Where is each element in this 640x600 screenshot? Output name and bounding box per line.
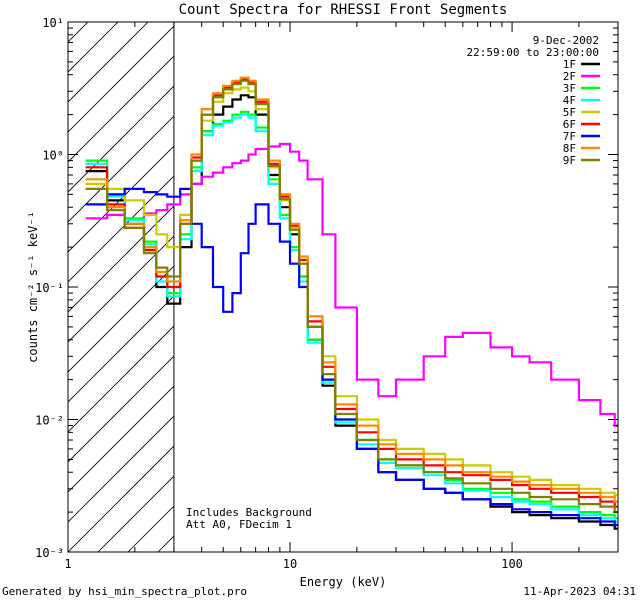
y-axis-label: counts cm⁻² s⁻¹ keV⁻¹ bbox=[26, 211, 40, 363]
legend-label-4F: 4F bbox=[563, 94, 576, 107]
hatch-line bbox=[68, 55, 174, 163]
hatch-line bbox=[68, 325, 174, 433]
legend-label-5F: 5F bbox=[563, 106, 576, 119]
y-tick-label: 10⁻³ bbox=[35, 546, 64, 560]
hatch-line bbox=[578, 12, 640, 552]
hatch-line bbox=[0, 12, 8, 552]
hatch-line bbox=[398, 12, 640, 552]
hatch-line bbox=[68, 385, 174, 493]
series-6F bbox=[85, 78, 618, 508]
date-label: 9-Dec-2002 bbox=[533, 34, 599, 47]
hatch-line bbox=[218, 12, 640, 552]
series-9F bbox=[85, 79, 618, 514]
hatch-line bbox=[68, 85, 174, 193]
footer-generated-by: Generated by hsi_min_spectra_plot.pro bbox=[2, 585, 247, 598]
series-2F bbox=[85, 142, 618, 427]
x-tick-label: 100 bbox=[501, 557, 523, 571]
hatch-line bbox=[608, 12, 640, 552]
plot-frame bbox=[67, 21, 619, 553]
series-8F bbox=[85, 76, 618, 503]
hatched-region bbox=[0, 12, 640, 552]
legend-label-7F: 7F bbox=[563, 130, 576, 143]
series-3F bbox=[85, 110, 618, 520]
y-tick-label: 10¹ bbox=[42, 16, 64, 30]
series-lines bbox=[85, 76, 618, 530]
hatch-line bbox=[68, 415, 174, 523]
hatch-line bbox=[428, 12, 640, 552]
hatch-line bbox=[68, 205, 174, 313]
legend-label-3F: 3F bbox=[563, 82, 576, 95]
series-4F bbox=[85, 113, 618, 523]
footer-timestamp: 11-Apr-2023 04:31 bbox=[523, 585, 636, 598]
hatch-line bbox=[518, 12, 640, 552]
hatch-line bbox=[308, 12, 640, 552]
hatch-line bbox=[68, 22, 119, 73]
series-7F bbox=[85, 187, 618, 527]
legend-label-2F: 2F bbox=[563, 70, 576, 83]
hatch-line bbox=[68, 445, 174, 552]
legend-label-8F: 8F bbox=[563, 142, 576, 155]
hatch-line bbox=[368, 12, 640, 552]
x-axis-label: Energy (keV) bbox=[300, 575, 387, 589]
hatch-line bbox=[68, 355, 174, 463]
time-range-label: 22:59:00 to 23:00:00 bbox=[467, 46, 599, 59]
legend-label-9F: 9F bbox=[563, 154, 576, 167]
y-tick-label: 10⁻¹ bbox=[35, 281, 64, 295]
annotation-background: Includes Background bbox=[186, 506, 312, 519]
hatch-line bbox=[68, 22, 149, 103]
legend-label-6F: 6F bbox=[563, 118, 576, 131]
x-tick-label: 1 bbox=[64, 557, 71, 571]
series-1F bbox=[85, 94, 618, 530]
x-tick-label: 10 bbox=[283, 557, 297, 571]
y-tick-label: 10⁻² bbox=[35, 414, 64, 428]
axes: 1 10 100 10¹ 10⁰ 10⁻¹ 10⁻² 10⁻³ bbox=[35, 16, 619, 571]
hatch-line bbox=[68, 25, 174, 133]
chart-title: Count Spectra for RHESSI Front Segments bbox=[179, 2, 508, 18]
annotation-attenuator: Att A0, FDecim 1 bbox=[186, 518, 292, 531]
series-5F bbox=[85, 86, 618, 496]
y-tick-label: 10⁰ bbox=[42, 149, 64, 163]
hatch-line bbox=[458, 12, 640, 552]
legend-label-1F: 1F bbox=[563, 58, 576, 71]
hatch-line bbox=[338, 12, 640, 552]
hatch-line bbox=[278, 12, 640, 552]
hatch-line bbox=[68, 235, 174, 343]
